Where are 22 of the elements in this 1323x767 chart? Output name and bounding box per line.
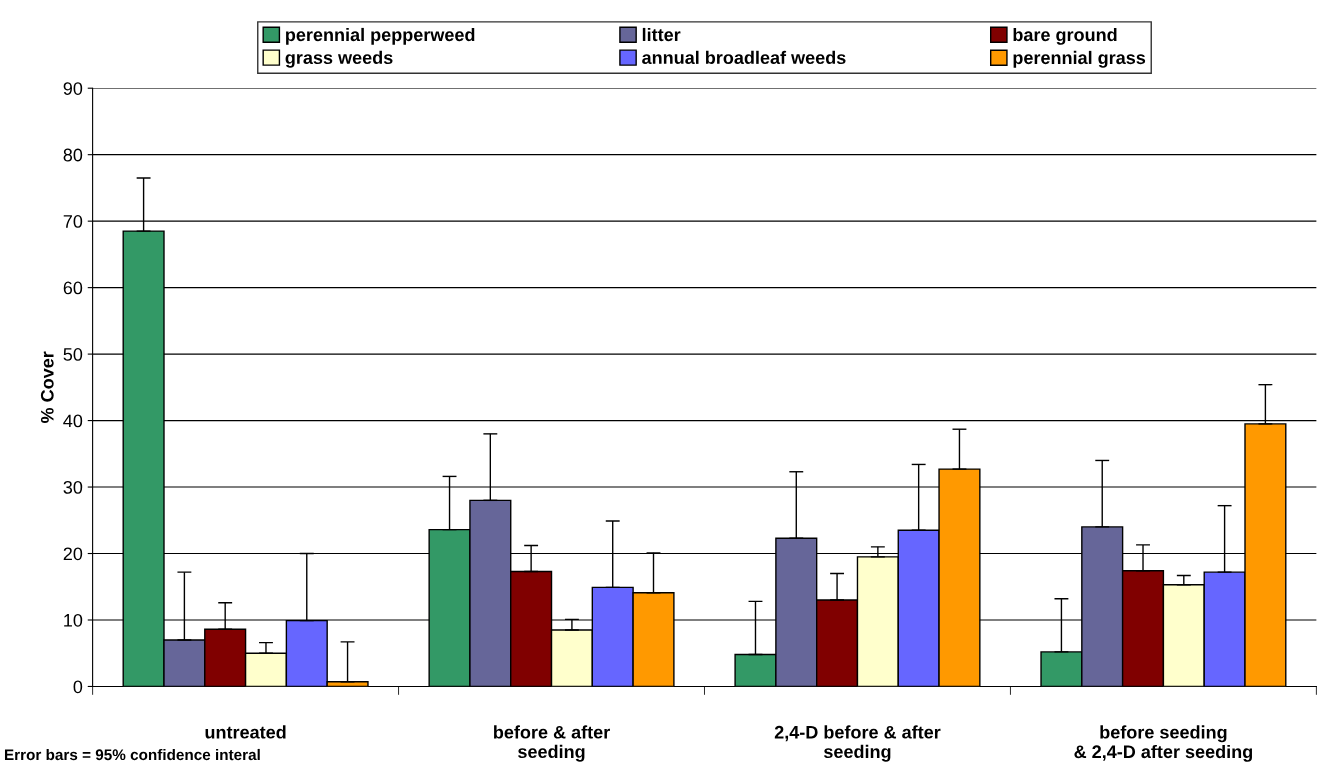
legend-label: grass weeds: [285, 50, 393, 68]
legend-label: annual broadleaf weeds: [642, 50, 846, 65]
legend-label: perennial pepperweed: [286, 27, 475, 45]
y-tick-label: 40: [63, 414, 83, 428]
y-tick-label: 50: [63, 348, 83, 361]
y-tick-label: 70: [63, 215, 83, 228]
y-axis-title: % Cover: [40, 351, 54, 424]
x-tick-label: untreated: [205, 725, 286, 739]
legend-label: litter: [642, 27, 681, 42]
y-tick-label: 30: [63, 480, 83, 494]
text: Error bars = 95% confidence interal: [4, 748, 260, 761]
y-tick-label: 60: [63, 281, 83, 295]
x-tick-label: 2,4-D before & after seeding: [774, 725, 941, 762]
y-tick-label: 10: [64, 613, 83, 627]
x-tick-label: before seeding & 2,4-D after seeding: [1074, 725, 1253, 762]
x-tick-label: before & after seeding: [494, 725, 610, 762]
y-tick-label: 90: [63, 82, 83, 95]
y-tick-label: 0: [73, 680, 83, 694]
y-tick-label: 20: [63, 547, 83, 561]
legend-label: perennial grass: [1013, 50, 1146, 68]
legend-label: bare ground: [1013, 27, 1117, 45]
y-tick-label: 80: [63, 148, 83, 162]
